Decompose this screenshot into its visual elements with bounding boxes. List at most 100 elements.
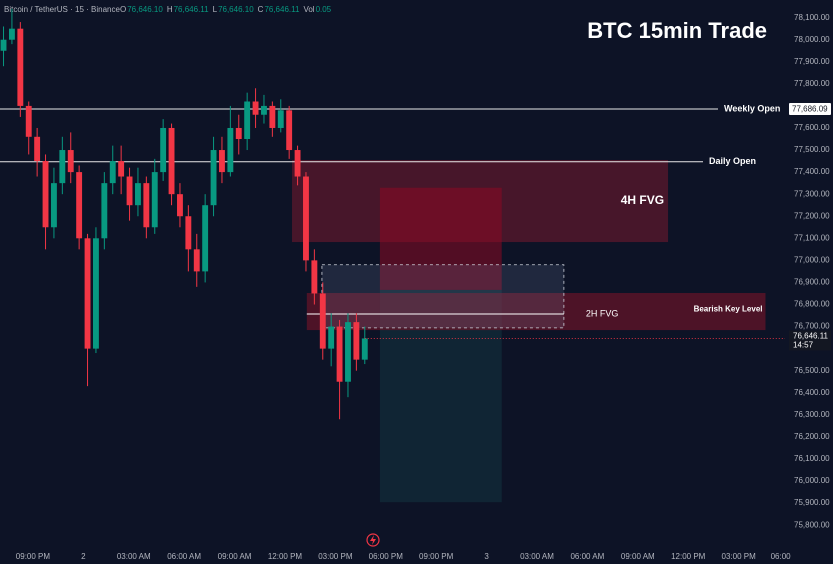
- candle-body: [143, 183, 150, 228]
- ohlc-key: O: [120, 5, 126, 14]
- candle-body: [345, 322, 351, 382]
- candle-body: [118, 161, 125, 177]
- candle-body: [42, 161, 49, 228]
- candle-body: [126, 176, 133, 206]
- candle-body: [177, 194, 183, 217]
- x-tick-label: 03:00 PM: [722, 552, 757, 561]
- y-tick-label: 76,700.00: [794, 322, 830, 331]
- candle-body: [185, 216, 192, 250]
- y-tick-label: 78,000.00: [794, 35, 830, 44]
- ohlc-value: 76,646.11: [174, 5, 210, 14]
- y-tick-label: 76,500.00: [794, 366, 830, 375]
- candle-body: [244, 101, 251, 140]
- ohlc-value: 76,646.11: [264, 5, 300, 14]
- ohlc-key: L: [213, 5, 218, 14]
- candle-body: [135, 183, 141, 206]
- level-label: Daily Open: [709, 156, 756, 166]
- candle-body: [101, 183, 108, 239]
- candle-body: [219, 150, 225, 173]
- y-tick-label: 77,100.00: [794, 233, 830, 242]
- y-tick-label: 76,400.00: [794, 388, 830, 397]
- ohlc-value: 76,646.10: [127, 5, 163, 14]
- last-price-box: [789, 330, 831, 351]
- y-tick-label: 77,200.00: [794, 211, 830, 220]
- y-tick-label: 76,800.00: [794, 300, 830, 309]
- x-tick-label: 03:00 AM: [117, 552, 151, 561]
- candle-body: [277, 110, 284, 128]
- x-tick-label: 03:00 AM: [520, 552, 554, 561]
- x-tick-label: 12:00 PM: [268, 552, 303, 561]
- candle-body: [202, 205, 209, 272]
- candle-body: [160, 127, 167, 173]
- candle-body: [25, 105, 32, 137]
- candle-body: [59, 150, 66, 184]
- dashed-box: [321, 264, 565, 329]
- y-tick-label: 75,900.00: [794, 498, 830, 507]
- candle-body: [261, 105, 267, 115]
- candle-body: [269, 105, 276, 128]
- candle-body: [311, 260, 318, 294]
- candle-body: [210, 150, 217, 206]
- ohlc-value: 76,646.10: [218, 5, 254, 14]
- y-tick-label: 75,800.00: [794, 520, 830, 529]
- ohlc-key: C: [258, 5, 264, 14]
- x-tick-label: 09:00 PM: [16, 552, 51, 561]
- candle-body: [353, 322, 360, 360]
- zone-label: 4H FVG: [621, 193, 664, 207]
- x-tick-label: 09:00 AM: [621, 552, 655, 561]
- candle-body: [235, 127, 242, 140]
- zone: [306, 293, 766, 331]
- candle-body: [286, 110, 293, 151]
- candle-body: [168, 127, 175, 195]
- last-price-label: 76,646.11: [793, 332, 829, 341]
- y-tick-label: 76,300.00: [794, 410, 830, 419]
- candle-body: [109, 161, 116, 184]
- y-tick-label: 76,200.00: [794, 432, 830, 441]
- chart-title: BTC 15min Trade: [587, 18, 767, 43]
- candle-body: [303, 176, 309, 261]
- x-tick-label: 06:00 AM: [167, 552, 201, 561]
- candle-body: [76, 172, 83, 239]
- symbol-header: Bitcoin / TetherUS · 15 · Binance: [4, 5, 120, 14]
- candle-body: [328, 326, 335, 349]
- candle-body: [50, 183, 57, 228]
- y-tick-label: 76,100.00: [794, 454, 830, 463]
- countdown: 14:57: [793, 341, 814, 350]
- candle-body: [193, 249, 200, 272]
- y-tick-label: 78,100.00: [794, 13, 830, 22]
- axis-price-label: 77,686.09: [792, 105, 828, 114]
- x-tick-label: 2: [81, 552, 86, 561]
- candle-body: [8, 28, 15, 40]
- y-tick-label: 77,800.00: [794, 79, 830, 88]
- zone-label: Bearish Key Level: [694, 305, 763, 314]
- zone: [379, 187, 502, 290]
- y-tick-label: 77,400.00: [794, 167, 830, 176]
- candle-body: [319, 293, 326, 349]
- y-tick-label: 76,900.00: [794, 278, 830, 287]
- candle-body: [294, 150, 301, 177]
- ohlc-key: H: [167, 5, 173, 14]
- x-tick-label: 06:00 AM: [570, 552, 604, 561]
- x-tick-label: 09:00 PM: [419, 552, 454, 561]
- x-tick-label: 3: [484, 552, 489, 561]
- level-label: Weekly Open: [724, 103, 780, 113]
- candle-body: [227, 127, 234, 173]
- x-tick-label: 12:00 PM: [671, 552, 706, 561]
- candle-body: [361, 338, 368, 360]
- x-tick-label: 06:00: [771, 552, 792, 561]
- candle-body: [17, 28, 24, 106]
- candle-body: [252, 101, 259, 115]
- candle-body: [84, 238, 91, 349]
- y-tick-label: 76,000.00: [794, 476, 830, 485]
- axis-price-box: [789, 102, 831, 115]
- y-tick-label: 77,300.00: [794, 189, 830, 198]
- candle-body: [151, 172, 158, 228]
- ohlc-value: 0.05: [316, 5, 332, 14]
- lightning-icon: [366, 533, 380, 547]
- x-tick-label: 09:00 AM: [218, 552, 252, 561]
- y-tick-label: 77,900.00: [794, 57, 830, 66]
- candle-body: [67, 150, 74, 173]
- x-tick-label: 03:00 PM: [318, 552, 353, 561]
- fvg-label: 2H FVG: [586, 308, 619, 318]
